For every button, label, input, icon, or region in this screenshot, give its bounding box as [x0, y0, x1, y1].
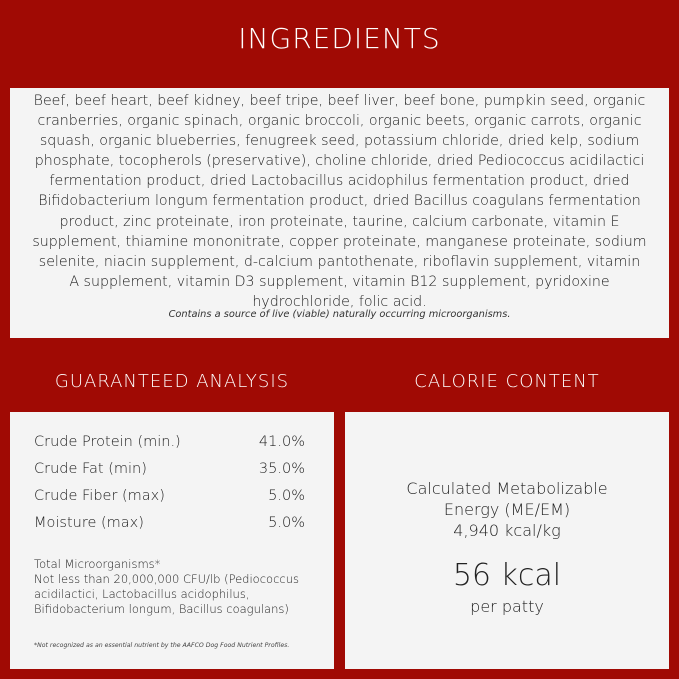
ingredients-panel: Beef, beef heart, beef kidney, beef trip… [10, 88, 669, 338]
ingredients-note: Contains a source of live (viable) natur… [168, 309, 511, 320]
analysis-value: 5.0% [268, 488, 305, 504]
analysis-row: Moisture (max) 5.0% [34, 515, 305, 531]
microorganisms-text: Not less than 20,000,000 CFU/lb (Pedioco… [34, 572, 299, 616]
microorganisms-title: Total Microorganisms* [34, 557, 161, 571]
guaranteed-analysis-panel: Crude Protein (min.) 41.0% Crude Fat (min… [10, 412, 334, 669]
guaranteed-analysis-title: GUARANTEED ANALYSIS [54, 371, 290, 392]
calorie-text: Calculated Metabolizable Energy (ME/EM) … [345, 478, 669, 541]
calorie-content-panel: Calculated Metabolizable Energy (ME/EM) … [345, 412, 669, 669]
analysis-row: Crude Fiber (max) 5.0% [34, 488, 305, 504]
calorie-line-2: Energy (ME/EM) [443, 500, 571, 519]
ingredients-title: INGREDIENTS [238, 22, 441, 55]
analysis-value: 5.0% [268, 515, 305, 531]
microorganisms-block: Total Microorganisms* Not less than 20,0… [34, 557, 324, 617]
analysis-value: 35.0% [258, 461, 305, 477]
analysis-row: Crude Protein (min.) 41.0% [34, 434, 305, 450]
analysis-label: Crude Fiber (max) [34, 488, 165, 504]
calorie-line-3: 4,940 kcal/kg [453, 521, 561, 540]
ingredients-text: Beef, beef heart, beef kidney, beef trip… [32, 93, 647, 310]
footnote: *Not recognized as an essential nutrient… [34, 642, 290, 649]
analysis-value: 41.0% [258, 434, 305, 450]
calorie-per-patty-value: 56 kcal [452, 558, 562, 593]
calorie-per-patty-label: per patty [470, 597, 544, 616]
analysis-label: Crude Protein (min.) [34, 434, 181, 450]
analysis-label: Moisture (max) [34, 515, 144, 531]
analysis-label: Crude Fat (min) [34, 461, 147, 477]
analysis-row: Crude Fat (min) 35.0% [34, 461, 305, 477]
calorie-line-1: Calculated Metabolizable [406, 479, 608, 498]
calorie-content-title: CALORIE CONTENT [414, 371, 600, 392]
